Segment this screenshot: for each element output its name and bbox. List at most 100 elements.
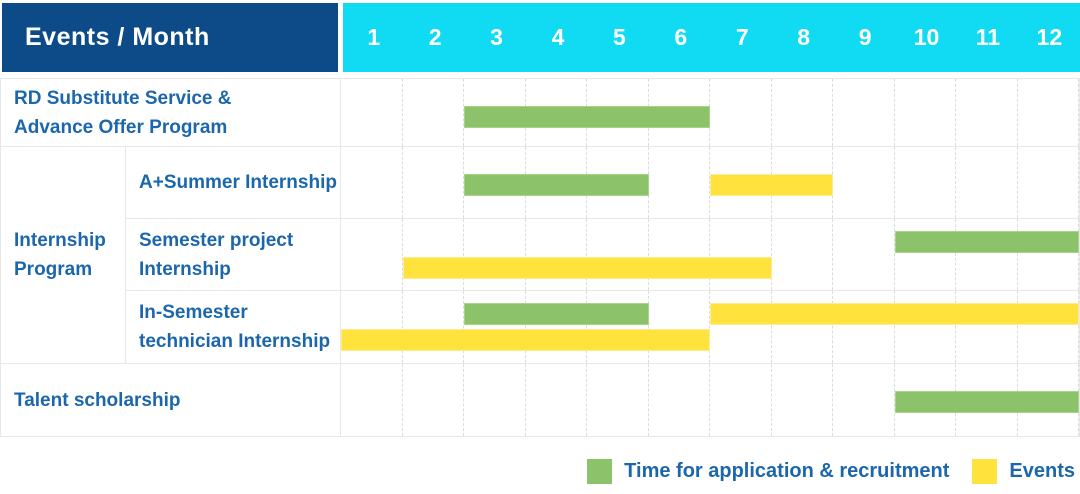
month-gridcell bbox=[587, 364, 649, 436]
month-gridcell bbox=[526, 219, 587, 290]
gantt-bar-recruitment bbox=[894, 391, 1079, 413]
row-timeline bbox=[341, 219, 1079, 290]
month-gridcell bbox=[772, 79, 833, 146]
month-header-6: 6 bbox=[674, 24, 688, 50]
events-swatch-icon bbox=[972, 459, 998, 484]
gantt-row: RD Substitute Service & Advance Offer Pr… bbox=[1, 79, 1079, 147]
legend-label-events: Events bbox=[1009, 460, 1075, 482]
recruitment-swatch-icon bbox=[587, 459, 613, 484]
month-gridcell bbox=[403, 147, 464, 218]
month-gridcell bbox=[895, 147, 956, 218]
row-label: RD Substitute Service & Advance Offer Pr… bbox=[14, 87, 232, 138]
legend-item-events: Events bbox=[972, 459, 1075, 484]
gantt-bar-event bbox=[341, 329, 710, 351]
month-gridcell bbox=[341, 79, 403, 146]
month-gridcell bbox=[1018, 291, 1079, 363]
month-gridcell bbox=[895, 291, 956, 363]
gantt-bar-recruitment bbox=[464, 106, 710, 128]
gantt-bar-event bbox=[710, 174, 833, 196]
month-gridcell bbox=[464, 291, 526, 363]
month-gridcell bbox=[833, 219, 895, 290]
month-gridcell bbox=[341, 219, 403, 290]
month-header-3: 3 bbox=[490, 24, 503, 50]
month-gridcell bbox=[772, 219, 833, 290]
month-gridcell bbox=[710, 219, 772, 290]
month-gridcell bbox=[464, 364, 526, 436]
month-gridcell bbox=[403, 291, 464, 363]
group-label: Internship Program bbox=[14, 230, 106, 280]
gantt-bar-event bbox=[710, 303, 1079, 325]
month-gridcell bbox=[403, 219, 464, 290]
month-gridcell bbox=[526, 364, 587, 436]
month-gridcell bbox=[710, 364, 772, 436]
month-header-4: 4 bbox=[551, 24, 565, 50]
month-gridcell bbox=[649, 364, 710, 436]
gantt-bar-event bbox=[402, 257, 772, 279]
month-gridcell bbox=[341, 291, 403, 363]
month-gridcell bbox=[649, 291, 710, 363]
page-title: Events / Month bbox=[25, 23, 210, 51]
row-timeline bbox=[341, 291, 1079, 363]
month-gridcell bbox=[833, 79, 895, 146]
legend-item-recruitment: Time for application & recruitment bbox=[587, 459, 949, 484]
row-label: Talent scholarship bbox=[14, 389, 181, 411]
month-header-12: 12 bbox=[1036, 24, 1063, 50]
month-gridcell bbox=[833, 147, 895, 218]
group-label-cell: Internship Program bbox=[1, 147, 126, 363]
month-header-11: 11 bbox=[975, 24, 1001, 50]
month-gridcell bbox=[1018, 147, 1079, 218]
month-gridcell bbox=[895, 79, 956, 146]
month-gridcell bbox=[895, 219, 956, 290]
month-gridcell bbox=[341, 364, 403, 436]
header-title-cell: Events / Month bbox=[2, 3, 338, 72]
month-header-10: 10 bbox=[913, 24, 940, 50]
month-gridcell bbox=[956, 79, 1018, 146]
row-timeline bbox=[341, 364, 1079, 436]
month-gridcell bbox=[1018, 219, 1079, 290]
month-gridcell bbox=[1018, 79, 1079, 146]
row-group-internship-program: Internship Program A+Summer Internship Sem… bbox=[1, 147, 1079, 364]
month-gridcell bbox=[649, 147, 710, 218]
month-gridcell bbox=[772, 364, 833, 436]
gantt-row: A+Summer Internship bbox=[126, 147, 1079, 219]
gantt-row: Semester project Internship bbox=[126, 219, 1079, 291]
gantt-bar-recruitment bbox=[464, 303, 649, 325]
gantt-row: Talent scholarship bbox=[1, 364, 1079, 436]
month-gridcell bbox=[403, 364, 464, 436]
row-timeline bbox=[341, 79, 1079, 146]
month-gridcell bbox=[587, 291, 649, 363]
month-header-7: 7 bbox=[735, 24, 749, 50]
row-label-cell: Semester project Internship bbox=[126, 219, 341, 290]
row-label-cell: In-Semester technician Internship bbox=[126, 291, 341, 363]
month-gridcell bbox=[956, 147, 1018, 218]
row-label: In-Semester technician Internship bbox=[139, 302, 331, 352]
month-header-2: 2 bbox=[428, 24, 442, 50]
header-gap bbox=[338, 3, 343, 72]
month-gridcell bbox=[464, 219, 526, 290]
row-label: Semester project Internship bbox=[139, 229, 294, 280]
month-gridcell bbox=[772, 291, 833, 363]
month-header-8: 8 bbox=[797, 24, 811, 50]
row-label-cell: A+Summer Internship bbox=[126, 147, 341, 218]
gantt-row: In-Semester technician Internship bbox=[126, 291, 1079, 363]
gantt-bar-recruitment bbox=[894, 231, 1079, 253]
legend-label-recruitment: Time for application & recruitment bbox=[624, 460, 950, 482]
month-gridcell bbox=[526, 291, 587, 363]
row-timeline bbox=[341, 147, 1079, 218]
row-label-cell: Talent scholarship bbox=[1, 364, 341, 436]
row-label-cell: RD Substitute Service & Advance Offer Pr… bbox=[1, 79, 341, 146]
month-gridcell bbox=[833, 291, 895, 363]
month-gridcell bbox=[956, 291, 1018, 363]
month-gridcell bbox=[341, 147, 403, 218]
row-label: A+Summer Internship bbox=[139, 172, 337, 193]
month-gridcell bbox=[956, 219, 1018, 290]
group-rows: A+Summer Internship Semester project Inte… bbox=[126, 147, 1079, 363]
month-header-1: 1 bbox=[367, 24, 381, 50]
month-gridcell bbox=[649, 219, 710, 290]
table-header: Events / Month 1 2 3 4 5 6 7 8 9 10 11 12 bbox=[2, 3, 1080, 72]
month-gridcell bbox=[587, 219, 649, 290]
month-header-5: 5 bbox=[613, 24, 626, 50]
legend: Time for application & recruitment Event… bbox=[587, 459, 1075, 484]
months-header: 1 2 3 4 5 6 7 8 9 10 11 12 bbox=[343, 3, 1080, 72]
